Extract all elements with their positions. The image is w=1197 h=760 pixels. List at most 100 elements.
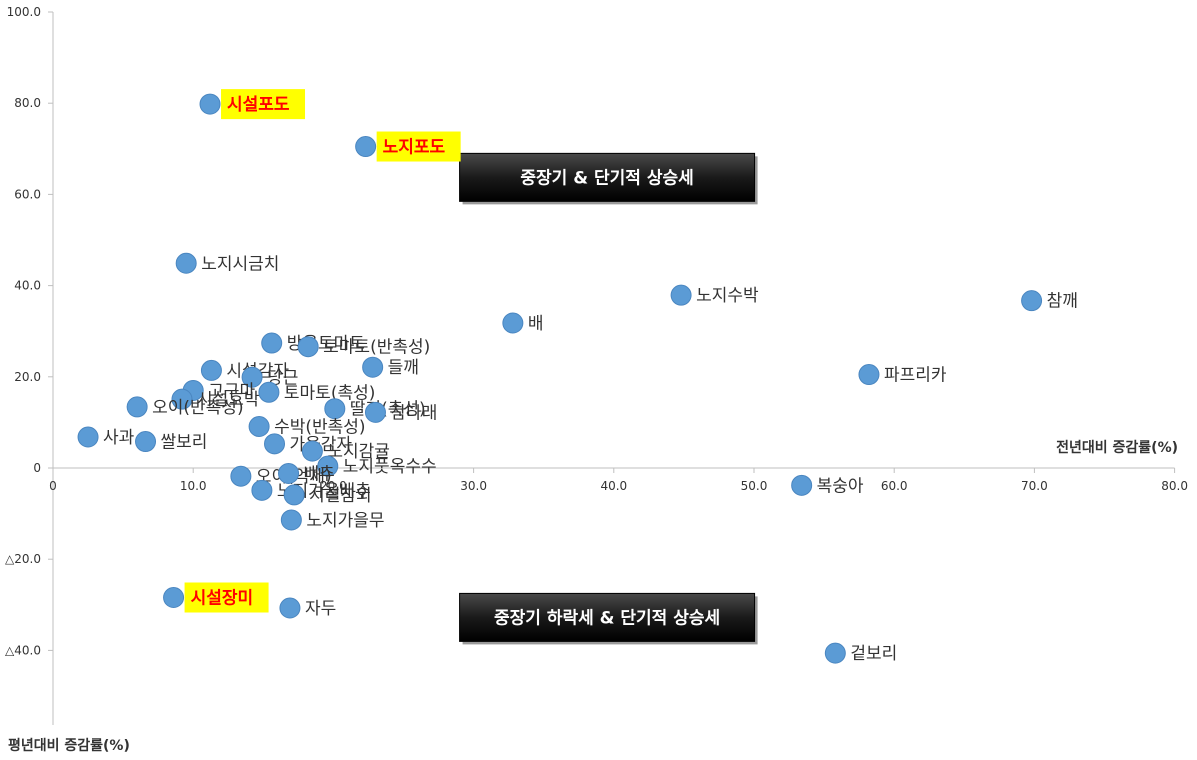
point-label: 수박(반촉성)	[274, 418, 365, 438]
data-point[interactable]: 시설호박	[171, 388, 260, 410]
data-point[interactable]: 노지포도	[355, 131, 461, 162]
point-marker[interactable]	[261, 332, 283, 354]
point-marker[interactable]	[200, 359, 222, 381]
point-label: 노지수박	[696, 286, 759, 306]
point-marker[interactable]	[175, 252, 197, 274]
point-marker[interactable]	[77, 426, 99, 448]
point-label: 토마토(촉성)	[284, 383, 375, 403]
point-marker[interactable]	[362, 356, 384, 378]
point-label: 복숭아	[817, 476, 864, 496]
point-marker[interactable]	[364, 401, 386, 423]
point-marker[interactable]	[858, 364, 880, 386]
point-marker[interactable]	[199, 93, 221, 115]
x-tick-label: 40.0	[600, 479, 627, 493]
data-point[interactable]: 배추	[278, 462, 335, 484]
data-point[interactable]: 노지수박	[670, 284, 759, 306]
point-marker[interactable]	[283, 484, 305, 506]
data-point[interactable]: 수박(반촉성)	[248, 416, 366, 438]
data-point[interactable]: 파프리카	[858, 364, 947, 386]
y-tick-label: 80.0	[14, 96, 41, 110]
point-marker[interactable]	[241, 366, 263, 388]
y-tick-label: 60.0	[14, 187, 41, 201]
point-marker[interactable]	[171, 388, 193, 410]
data-point[interactable]: 들깨	[362, 356, 419, 378]
data-point[interactable]: 자두	[279, 597, 336, 619]
data-point[interactable]: 오이(반촉성)	[126, 396, 244, 418]
data-point[interactable]: 참깨	[1021, 290, 1078, 312]
data-point[interactable]: 복숭아	[791, 474, 864, 496]
point-marker[interactable]	[278, 462, 300, 484]
x-tick-label: 10.0	[180, 479, 207, 493]
data-point[interactable]: 노지감귤	[301, 440, 390, 462]
point-label: 고구마	[208, 381, 255, 401]
point-marker[interactable]	[230, 465, 252, 487]
point-marker[interactable]	[135, 431, 157, 453]
x-tick-label: 30.0	[460, 479, 487, 493]
highlight-box	[184, 582, 269, 613]
y-tick-label: △40.0	[5, 643, 41, 657]
point-marker[interactable]	[1021, 290, 1043, 312]
x-axis-title: 전년대비 증감률(%)	[1056, 439, 1178, 456]
point-label: 당근	[267, 368, 298, 388]
point-marker[interactable]	[251, 479, 273, 501]
annotation-text: 중장기 하락세 & 단기적 상승세	[494, 608, 720, 628]
point-label: 노지시금치	[201, 254, 279, 274]
data-point[interactable]: 노지풋옥수수	[317, 455, 437, 477]
point-marker[interactable]	[297, 336, 319, 358]
data-point[interactable]: 노지가을무	[280, 509, 385, 531]
point-label: 오이(반촉성)	[152, 398, 243, 418]
y-axis-title: 평년대비 증감률(%)	[8, 737, 130, 754]
data-point[interactable]: 당근	[241, 366, 298, 388]
point-label: 시설참외	[309, 486, 372, 506]
data-point[interactable]: 토마토(반촉성)	[297, 336, 430, 358]
highlight-box	[221, 89, 306, 120]
point-marker[interactable]	[791, 474, 813, 496]
annotation-text: 중장기 & 단기적 상승세	[520, 168, 693, 188]
point-label: 토마토(반촉성)	[323, 338, 430, 358]
point-label: 사과	[103, 428, 135, 448]
point-marker[interactable]	[324, 398, 346, 420]
highlight-box	[376, 131, 461, 162]
point-marker[interactable]	[301, 440, 323, 462]
point-label: 자두	[305, 599, 336, 619]
x-tick-label: 80.0	[1161, 479, 1188, 493]
data-point[interactable]: 겉보리	[824, 642, 897, 664]
point-marker[interactable]	[502, 312, 524, 334]
point-marker[interactable]	[126, 396, 148, 418]
point-marker[interactable]	[264, 433, 286, 455]
point-marker[interactable]	[279, 597, 301, 619]
y-tick-label: 40.0	[14, 279, 41, 293]
data-point[interactable]: 시설장미	[163, 582, 269, 613]
point-marker[interactable]	[280, 509, 302, 531]
point-label: 노지가을무	[306, 511, 384, 531]
annotation-box: 중장기 & 단기적 상승세	[459, 152, 758, 205]
point-label: 배추	[304, 464, 335, 484]
data-point[interactable]: 쌀보리	[135, 431, 208, 453]
point-label: 파프리카	[884, 366, 947, 386]
point-label: 노지풋옥수수	[343, 457, 437, 477]
point-label: 노지감귤	[327, 442, 390, 462]
data-point[interactable]: 토마토(촉성)	[258, 381, 375, 403]
y-tick-label: 0	[33, 461, 41, 475]
data-point[interactable]: 시설참외	[283, 484, 372, 506]
x-tick-label: 0	[49, 479, 57, 493]
data-point[interactable]: 참다래	[364, 401, 437, 423]
data-point[interactable]: 배	[502, 312, 544, 334]
point-marker[interactable]	[248, 416, 270, 438]
point-label: 시설장미	[191, 589, 254, 609]
point-marker[interactable]	[163, 587, 185, 609]
point-marker[interactable]	[317, 455, 339, 477]
point-marker[interactable]	[258, 381, 280, 403]
y-tick-label: △20.0	[5, 552, 41, 566]
data-point[interactable]: 사과	[77, 426, 135, 448]
x-tick-label: 20.0	[320, 479, 347, 493]
point-marker[interactable]	[670, 284, 692, 306]
data-point[interactable]: 노지시금치	[175, 252, 279, 274]
y-tick-label: 100.0	[7, 5, 41, 19]
data-point[interactable]: 시설포도	[199, 89, 306, 120]
point-marker[interactable]	[824, 642, 846, 664]
point-label: 참다래	[390, 403, 437, 423]
x-tick-label: 60.0	[881, 479, 908, 493]
point-marker[interactable]	[355, 136, 377, 158]
